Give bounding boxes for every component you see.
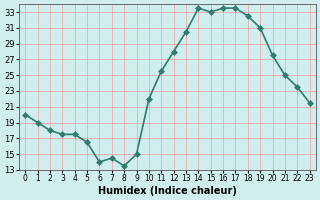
X-axis label: Humidex (Indice chaleur): Humidex (Indice chaleur): [98, 186, 237, 196]
